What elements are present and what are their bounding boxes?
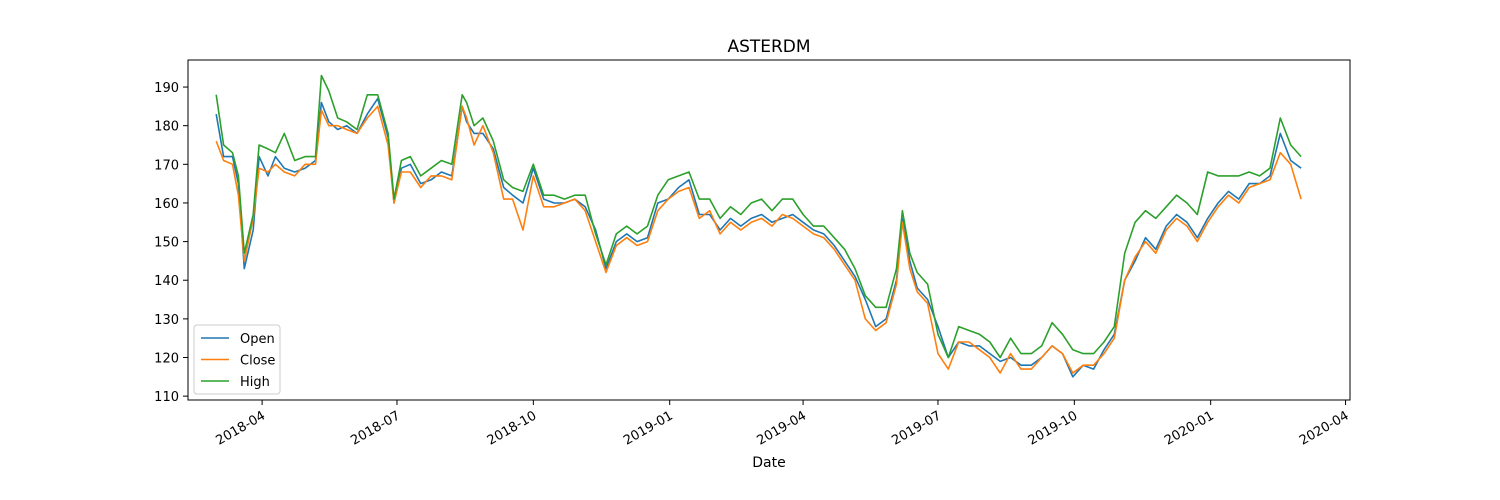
y-tick-label: 110 [154, 390, 179, 405]
series-line-open [215, 97, 1302, 378]
y-tick-label: 140 [154, 274, 179, 289]
plot-frame [187, 59, 1351, 401]
y-tick-label: 180 [154, 120, 179, 135]
x-axis-label: Date [752, 455, 785, 471]
y-tick-label: 190 [154, 81, 179, 96]
series-line-high [215, 74, 1302, 359]
series-line-close [215, 105, 1302, 374]
y-tick-label: 170 [154, 158, 179, 173]
y-tick-label: 130 [154, 313, 179, 328]
legend: Open Close High [193, 324, 281, 395]
y-tick-label: 160 [154, 197, 179, 212]
legend-box [193, 324, 281, 395]
chart-title: ASTERDM [727, 37, 810, 57]
legend-label-high: High [240, 375, 270, 390]
legend-label-close: Close [240, 354, 275, 369]
y-tick-label: 120 [154, 352, 179, 367]
y-tick-label: 150 [154, 236, 179, 251]
legend-label-open: Open [240, 332, 275, 347]
